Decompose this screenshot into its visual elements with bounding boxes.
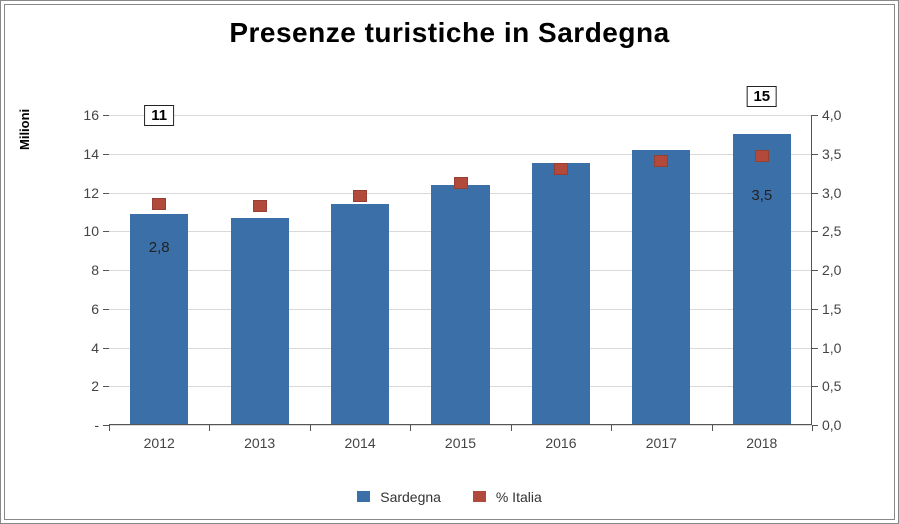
grid-line xyxy=(109,115,812,116)
x-tick-label: 2018 xyxy=(746,425,777,451)
y-right-tick-label: 1,0 xyxy=(812,340,841,356)
x-tick xyxy=(310,425,311,431)
marker xyxy=(554,163,568,175)
marker xyxy=(755,150,769,162)
x-tick-label: 2012 xyxy=(144,425,175,451)
y-right-tick-label: 3,5 xyxy=(812,146,841,162)
y-right-tick-label: 0,5 xyxy=(812,378,841,394)
marker xyxy=(152,198,166,210)
marker xyxy=(353,190,367,202)
legend: Sardegna % Italia xyxy=(5,489,894,506)
x-tick-label: 2016 xyxy=(545,425,576,451)
y-right-tick-label: 2,5 xyxy=(812,223,841,239)
bar xyxy=(331,204,389,425)
legend-swatch-sardegna xyxy=(357,491,370,502)
y-right-tick-label: 1,5 xyxy=(812,301,841,317)
x-tick xyxy=(611,425,612,431)
bar xyxy=(231,218,289,425)
y-left-tick-label: 4 xyxy=(91,340,109,356)
bar xyxy=(733,134,791,425)
legend-label-sardegna: Sardegna xyxy=(380,489,441,505)
y-right-tick-label: 3,0 xyxy=(812,185,841,201)
x-tick-label: 2017 xyxy=(646,425,677,451)
bar xyxy=(532,163,590,425)
x-tick-label: 2015 xyxy=(445,425,476,451)
y-left-tick-label: 16 xyxy=(83,107,109,123)
y-left-tick-label: 12 xyxy=(83,185,109,201)
grid-line xyxy=(109,154,812,155)
callout-label: 11 xyxy=(144,105,174,126)
legend-item-sardegna: Sardegna xyxy=(357,489,441,505)
x-axis-line xyxy=(109,424,812,425)
plot-area: -2468101214160,00,51,01,52,02,53,03,54,0… xyxy=(109,115,812,425)
bar xyxy=(431,185,489,425)
chart-title: Presenze turistiche in Sardegna xyxy=(5,17,894,49)
x-tick xyxy=(410,425,411,431)
y-left-tick-label: - xyxy=(94,417,109,433)
x-tick xyxy=(109,425,110,431)
y-left-tick-label: 2 xyxy=(91,378,109,394)
legend-label-italia: % Italia xyxy=(496,489,542,505)
x-tick xyxy=(712,425,713,431)
y-right-tick-label: 2,0 xyxy=(812,262,841,278)
x-tick-label: 2014 xyxy=(344,425,375,451)
y-left-tick-label: 14 xyxy=(83,146,109,162)
y-right-tick-label: 0,0 xyxy=(812,417,841,433)
marker xyxy=(454,177,468,189)
chart-outer-border: Presenze turistiche in Sardegna Milioni … xyxy=(0,0,899,524)
chart-container: Presenze turistiche in Sardegna Milioni … xyxy=(4,4,895,520)
y-right-axis-line xyxy=(811,115,812,425)
marker xyxy=(654,155,668,167)
data-label: 2,8 xyxy=(149,239,170,256)
legend-item-italia: % Italia xyxy=(473,489,542,505)
y-left-tick-label: 10 xyxy=(83,223,109,239)
x-tick xyxy=(209,425,210,431)
y-left-tick-label: 8 xyxy=(91,262,109,278)
x-tick xyxy=(511,425,512,431)
y-left-axis-title: Milioni xyxy=(17,109,32,150)
bar xyxy=(632,150,690,425)
marker xyxy=(253,200,267,212)
legend-swatch-italia xyxy=(473,491,486,502)
x-tick-label: 2013 xyxy=(244,425,275,451)
y-left-tick-label: 6 xyxy=(91,301,109,317)
y-right-tick-label: 4,0 xyxy=(812,107,841,123)
data-label: 3,5 xyxy=(751,187,772,204)
callout-label: 15 xyxy=(746,86,777,107)
x-tick xyxy=(812,425,813,431)
